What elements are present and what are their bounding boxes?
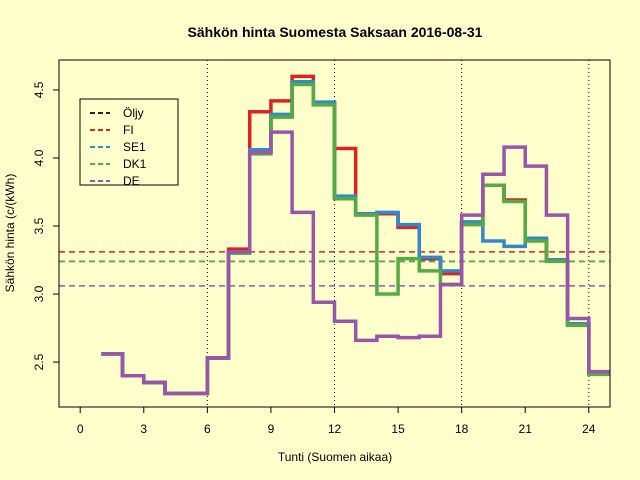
series-lines (101, 74, 610, 396)
y-tick-label: 3.0 (32, 285, 46, 302)
legend-box (79, 98, 179, 186)
mean-price-lines (59, 251, 610, 287)
x-tick-label: 12 (328, 422, 342, 436)
legend-label-DK1: DK1 (123, 157, 147, 171)
y-tick-label: 4.0 (32, 149, 46, 166)
legend: Öljy FI SE1 DK1 DE (79, 98, 179, 188)
legend-label-Öljy: Öljy (123, 106, 144, 120)
y-tick-label: 2.5 (32, 353, 46, 370)
legend-items: Öljy FI SE1 DK1 DE (90, 106, 147, 188)
legend-label-FI: FI (123, 123, 134, 137)
x-tick-label: 6 (204, 422, 211, 436)
y-axis-label: Sähkön hinta (c/(kWh) (3, 174, 17, 293)
x-tick-label: 9 (268, 422, 275, 436)
x-axis: 0 3 6 9 12 15 18 21 24 (77, 407, 596, 436)
legend-label-DE: DE (123, 174, 140, 188)
x-tick-label: 24 (582, 422, 596, 436)
x-tick-label: 21 (519, 422, 533, 436)
series-line-DE (101, 130, 610, 396)
x-tick-label: 3 (140, 422, 147, 436)
y-tick-label: 3.5 (32, 217, 46, 234)
x-axis-label: Tunti (Suomen aikaa) (278, 450, 392, 464)
chart-title: Sähkön hinta Suomesta Saksaan 2016-08-31 (188, 24, 483, 40)
y-axis: 2.5 3.0 3.5 4.0 4.5 (32, 81, 59, 370)
x-tick-label: 15 (391, 422, 405, 436)
legend-label-SE1: SE1 (123, 140, 146, 154)
y-tick-label: 4.5 (32, 81, 46, 98)
x-tick-label: 0 (77, 422, 84, 436)
x-tick-label: 18 (455, 422, 469, 436)
